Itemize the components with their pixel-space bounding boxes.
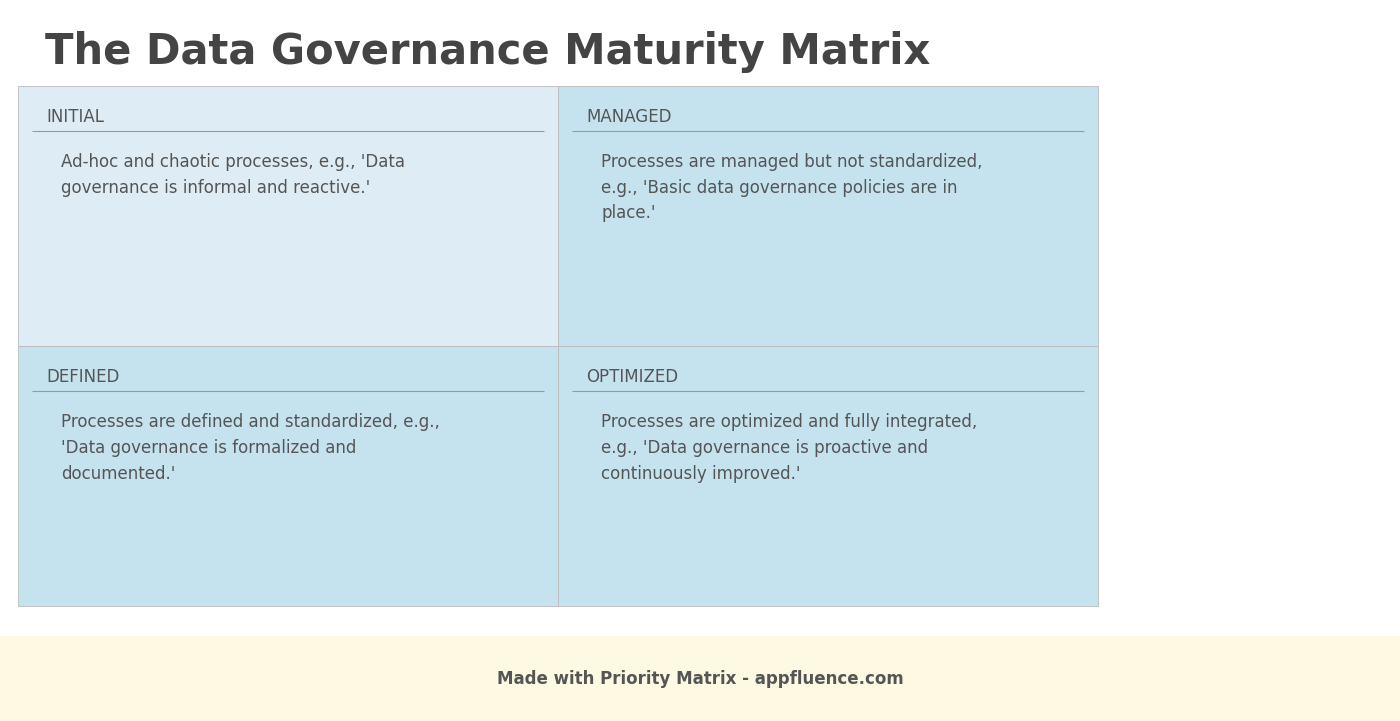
- FancyBboxPatch shape: [559, 86, 1098, 345]
- Text: DEFINED: DEFINED: [46, 368, 119, 386]
- Text: Processes are managed but not standardized,
e.g., 'Basic data governance policie: Processes are managed but not standardiz…: [602, 153, 983, 222]
- Text: Processes are defined and standardized, e.g.,
'Data governance is formalized and: Processes are defined and standardized, …: [62, 413, 440, 482]
- Text: Processes are optimized and fully integrated,
e.g., 'Data governance is proactiv: Processes are optimized and fully integr…: [602, 413, 977, 482]
- Text: The Data Governance Maturity Matrix: The Data Governance Maturity Matrix: [45, 31, 931, 73]
- Text: OPTIMIZED: OPTIMIZED: [587, 368, 679, 386]
- Text: MANAGED: MANAGED: [587, 108, 672, 126]
- Text: Ad-hoc and chaotic processes, e.g., 'Data
governance is informal and reactive.': Ad-hoc and chaotic processes, e.g., 'Dat…: [62, 153, 405, 197]
- Text: INITIAL: INITIAL: [46, 108, 104, 126]
- Text: Made with Priority Matrix - appfluence.com: Made with Priority Matrix - appfluence.c…: [497, 670, 903, 688]
- FancyBboxPatch shape: [18, 86, 557, 345]
- FancyBboxPatch shape: [0, 636, 1400, 721]
- FancyBboxPatch shape: [18, 346, 557, 606]
- FancyBboxPatch shape: [559, 346, 1098, 606]
